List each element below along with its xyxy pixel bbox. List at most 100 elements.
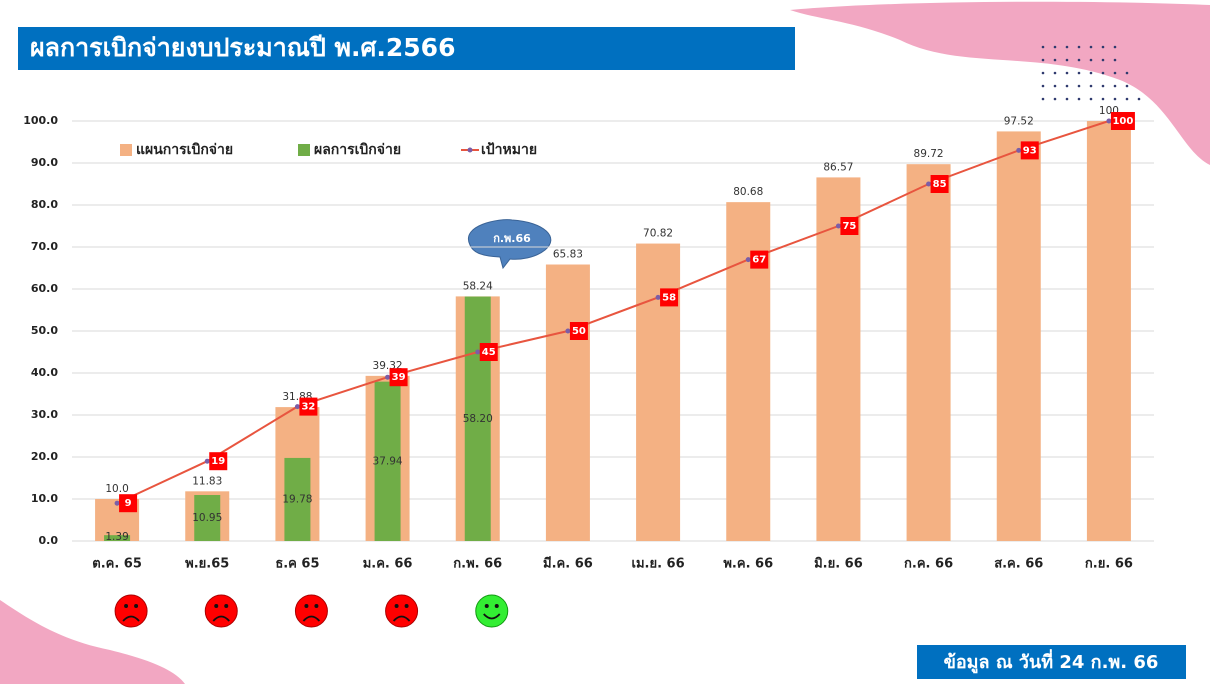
data-label: 9 xyxy=(125,498,132,509)
x-tick-label: เม.ย. 66 xyxy=(632,557,685,572)
face xyxy=(476,595,508,627)
page: ผลการเบิกจ่ายงบประมาณปี พ.ศ.2566 ข้อมูล … xyxy=(0,0,1210,684)
status-face xyxy=(115,595,147,627)
y-tick-label: 40.0 xyxy=(31,366,58,379)
target-marker xyxy=(205,459,210,464)
x-tick-label: ก.พ. 66 xyxy=(453,557,502,572)
eye xyxy=(405,604,409,608)
data-label: 80.68 xyxy=(733,186,763,198)
decoration xyxy=(0,600,185,684)
x-tick-label: ก.ย. 66 xyxy=(1085,557,1133,572)
legend-swatch xyxy=(120,144,132,156)
data-label: 39 xyxy=(392,372,406,383)
status-face xyxy=(476,595,508,627)
target-marker xyxy=(656,295,661,300)
y-tick-label: 50.0 xyxy=(31,324,58,337)
eye xyxy=(314,604,318,608)
y-tick-label: 90.0 xyxy=(31,156,58,169)
data-label: 58 xyxy=(662,292,676,303)
data-label: 86.57 xyxy=(823,161,853,173)
data-label: 85 xyxy=(933,179,947,190)
x-tick-label: ส.ค. 66 xyxy=(994,557,1043,572)
target-marker xyxy=(115,501,120,506)
callout-label: ก.พ.66 xyxy=(493,232,531,245)
target-marker xyxy=(1106,119,1111,124)
footer-note: ข้อมูล ณ วันที่ 24 ก.พ. 66 xyxy=(944,649,1159,674)
target-marker xyxy=(565,329,570,334)
data-label: 100 xyxy=(1112,116,1133,127)
data-label: 89.72 xyxy=(914,148,944,160)
bar xyxy=(907,164,951,541)
bar xyxy=(636,244,680,541)
data-label: 1.39 xyxy=(105,531,128,543)
target-marker xyxy=(926,182,931,187)
data-label: 19 xyxy=(211,456,225,467)
bar xyxy=(997,131,1041,541)
legend-label: ผลการเบิกจ่าย xyxy=(314,142,401,158)
data-label: 32 xyxy=(301,402,315,413)
y-tick-label: 100.0 xyxy=(23,114,58,127)
data-label: 65.83 xyxy=(553,249,583,261)
eye xyxy=(485,604,489,608)
data-label: 58.20 xyxy=(463,413,493,425)
x-tick-label: มิ.ย. 66 xyxy=(814,557,863,572)
eye xyxy=(495,604,499,608)
eye xyxy=(214,604,218,608)
data-label: 50 xyxy=(572,326,586,337)
x-tick-label: พ.ย.65 xyxy=(185,557,229,572)
face xyxy=(115,595,147,627)
status-face xyxy=(205,595,237,627)
target-marker xyxy=(1016,148,1021,153)
x-tick-label: ม.ค. 66 xyxy=(363,557,413,572)
y-tick-label: 60.0 xyxy=(31,282,58,295)
data-label: 11.83 xyxy=(192,475,222,487)
y-tick-label: 30.0 xyxy=(31,408,58,421)
face xyxy=(205,595,237,627)
data-label: 37.94 xyxy=(373,455,403,467)
status-face xyxy=(386,595,418,627)
chart-title: ผลการเบิกจ่ายงบประมาณปี พ.ศ.2566 xyxy=(30,33,455,62)
data-label: 58.24 xyxy=(463,280,493,292)
eye xyxy=(124,604,128,608)
x-tick-label: ก.ค. 66 xyxy=(904,557,953,572)
plot: 0.0 10.0 20.0 30.0 40.0 50.0 60.0 70.0 80.0 90.0 1… xyxy=(23,105,1154,627)
slide: ผลการเบิกจ่ายงบประมาณปี พ.ศ.2566 ข้อมูล … xyxy=(0,0,1210,684)
face xyxy=(386,595,418,627)
y-tick-label: 70.0 xyxy=(31,240,58,253)
x-tick-label: ธ.ค 65 xyxy=(275,557,319,572)
eye xyxy=(224,604,228,608)
bar xyxy=(546,265,590,541)
target-marker xyxy=(836,224,841,229)
eye xyxy=(134,604,138,608)
bar xyxy=(1087,121,1131,541)
target-marker xyxy=(385,375,390,380)
data-label: 70.82 xyxy=(643,228,673,240)
data-label: 93 xyxy=(1023,145,1037,156)
y-tick-label: 20.0 xyxy=(31,450,58,463)
legend-label: เป้าหมาย xyxy=(481,142,537,158)
target-marker xyxy=(746,257,751,262)
data-label: 97.52 xyxy=(1004,115,1034,127)
y-tick-label: 80.0 xyxy=(31,198,58,211)
legend-swatch xyxy=(468,148,473,153)
data-label: 10.95 xyxy=(192,512,222,524)
legend-swatch xyxy=(298,144,310,156)
face xyxy=(295,595,327,627)
data-label: 45 xyxy=(482,347,496,358)
x-tick-label: พ.ค. 66 xyxy=(723,557,773,572)
x-tick-label: ต.ค. 65 xyxy=(92,557,142,572)
x-tick-label: มี.ค. 66 xyxy=(543,556,593,572)
data-label: 19.78 xyxy=(282,493,312,505)
y-tick-label: 10.0 xyxy=(31,492,58,505)
eye xyxy=(304,604,308,608)
target-marker xyxy=(295,404,300,409)
target-line xyxy=(117,121,1109,503)
eye xyxy=(395,604,399,608)
data-label: 10.0 xyxy=(105,483,128,495)
data-label: 67 xyxy=(752,255,766,266)
legend-label: แผนการเบิกจ่าย xyxy=(136,142,233,158)
data-label: 75 xyxy=(842,221,856,232)
status-face xyxy=(295,595,327,627)
y-tick-label: 0.0 xyxy=(39,534,59,547)
target-marker xyxy=(475,350,480,355)
